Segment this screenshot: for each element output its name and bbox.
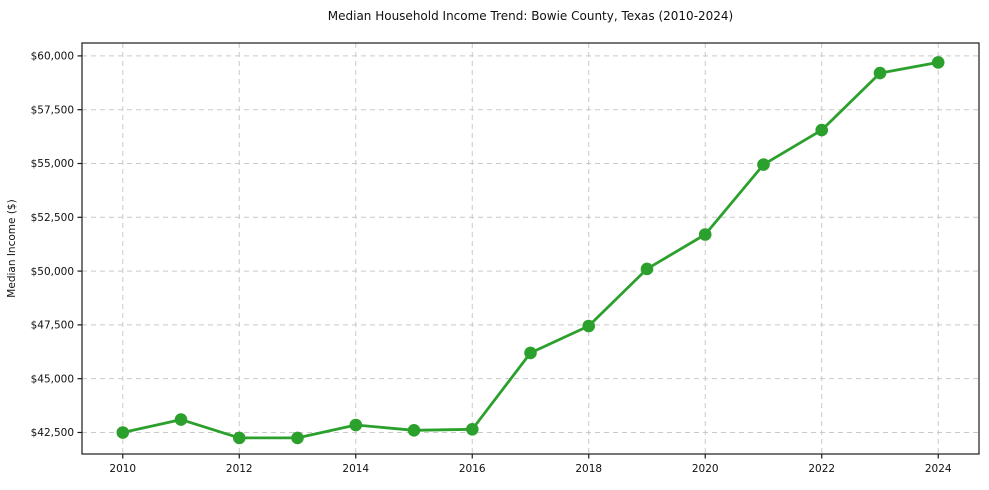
- grid-layer: [82, 43, 979, 454]
- data-point-2020: [698, 228, 712, 241]
- data-point-2013: [291, 431, 304, 445]
- y-tick-label: $60,000: [31, 51, 74, 63]
- data-point-2014: [349, 418, 363, 432]
- plot-border: [81, 42, 980, 455]
- y-tick-label: $45,000: [31, 373, 74, 385]
- y-tick-label: $57,500: [31, 104, 74, 116]
- data-point-2019: [640, 262, 654, 276]
- axes-layer: $42,500 $45,000 $47,500 $50,000 $52,500 $55,0…: [31, 42, 980, 475]
- x-tick-label: 2024: [925, 463, 952, 475]
- y-tick-label: $42,500: [31, 427, 74, 439]
- data-point-2011: [174, 413, 188, 426]
- y-tick-label: $52,500: [31, 212, 74, 224]
- chart-title: Median Household Income Trend: Bowie Cou…: [327, 9, 734, 23]
- x-tick-label: 2014: [342, 463, 369, 475]
- y-axis-label: Median Income ($): [6, 199, 18, 297]
- series-layer: [116, 56, 945, 445]
- data-point-2021: [757, 158, 770, 171]
- y-tick-label: $50,000: [31, 266, 74, 278]
- data-point-2017: [524, 346, 537, 360]
- data-point-2018: [582, 319, 595, 333]
- data-point-2010: [116, 426, 130, 439]
- data-point-2023: [873, 66, 887, 80]
- data-point-2024: [931, 56, 945, 69]
- data-point-2012: [233, 431, 246, 445]
- x-tick-label: 2010: [109, 463, 136, 475]
- x-tick-label: 2016: [459, 463, 486, 475]
- x-tick-label: 2020: [692, 463, 719, 475]
- income-trend-line: [121, 61, 940, 440]
- data-point-2015: [407, 424, 421, 437]
- x-tick-label: 2012: [226, 463, 253, 475]
- x-tick-label: 2018: [575, 463, 602, 475]
- x-tick-label: 2022: [808, 463, 835, 475]
- data-point-2016: [466, 423, 479, 436]
- data-point-2022: [815, 123, 828, 137]
- y-tick-label: $55,000: [31, 158, 74, 170]
- y-tick-label: $47,500: [31, 320, 74, 332]
